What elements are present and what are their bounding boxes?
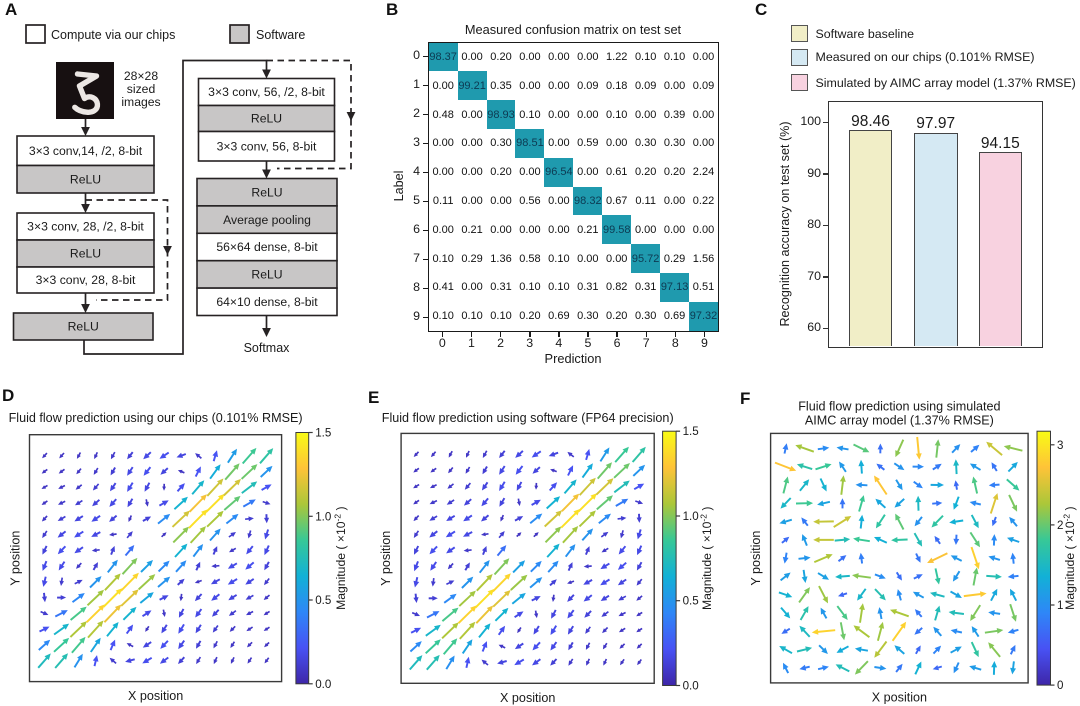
- svg-text:3×3 conv, 28, /2, 8-bit: 3×3 conv, 28, /2, 8-bit: [27, 220, 144, 234]
- svg-text:ReLU: ReLU: [251, 268, 282, 282]
- svg-text:1.5: 1.5: [683, 425, 699, 438]
- svg-text:Software: Software: [256, 28, 305, 42]
- svg-text:ReLU: ReLU: [70, 172, 101, 186]
- svg-text:ReLU: ReLU: [68, 320, 99, 334]
- svg-text:3×3 conv, 28, 8-bit: 3×3 conv, 28, 8-bit: [36, 273, 136, 287]
- svg-text:X position: X position: [500, 691, 555, 705]
- svg-text:0.0: 0.0: [315, 678, 331, 691]
- svg-text:Compute via our chips: Compute via our chips: [51, 28, 175, 42]
- svg-text:1.5: 1.5: [315, 427, 331, 440]
- svg-text:sized: sized: [127, 82, 155, 96]
- svg-text:Y position: Y position: [9, 531, 23, 586]
- svg-text:3×3 conv, 56, /2, 8-bit: 3×3 conv, 56, /2, 8-bit: [208, 85, 325, 99]
- svg-text:56×64 dense, 8-bit: 56×64 dense, 8-bit: [216, 240, 318, 254]
- svg-text:images: images: [121, 95, 160, 109]
- svg-text:Fluid flow prediction using ou: Fluid flow prediction using our chips (0…: [9, 411, 303, 425]
- svg-text:3×3 conv, 56, 8-bit: 3×3 conv, 56, 8-bit: [217, 139, 317, 153]
- svg-text:ReLU: ReLU: [251, 185, 282, 199]
- svg-text:28×28: 28×28: [124, 69, 158, 83]
- svg-text:1.0: 1.0: [683, 510, 699, 523]
- svg-text:Y position: Y position: [379, 531, 393, 586]
- svg-text:3×3 conv,14, /2, 8-bit: 3×3 conv,14, /2, 8-bit: [29, 144, 143, 158]
- svg-text:Y position: Y position: [749, 531, 763, 586]
- svg-text:Magnitude ( ×10-2 ): Magnitude ( ×10-2 ): [699, 507, 715, 610]
- svg-text:Fluid flow prediction using si: Fluid flow prediction using simulated: [798, 400, 1000, 414]
- svg-text:64×10 dense, 8-bit: 64×10 dense, 8-bit: [216, 295, 318, 309]
- svg-text:1.0: 1.0: [315, 510, 331, 523]
- svg-text:Softmax: Softmax: [244, 341, 291, 355]
- svg-text:X position: X position: [872, 690, 927, 704]
- svg-text:0.5: 0.5: [683, 595, 699, 608]
- svg-text:0.0: 0.0: [683, 680, 699, 693]
- svg-text:Magnitude ( ×10-2 ): Magnitude ( ×10-2 ): [1062, 506, 1078, 609]
- svg-text:AIMC array model (1.37% RMSE): AIMC array model (1.37% RMSE): [805, 414, 994, 428]
- svg-text:2: 2: [1057, 519, 1063, 532]
- svg-text:Fluid flow prediction using so: Fluid flow prediction using software (FP…: [382, 411, 674, 425]
- svg-text:ReLU: ReLU: [251, 112, 282, 126]
- svg-text:1: 1: [1057, 599, 1063, 612]
- svg-text:0.5: 0.5: [315, 594, 331, 607]
- svg-text:Magnitude ( ×10-2 ): Magnitude ( ×10-2 ): [333, 506, 349, 609]
- svg-text:0: 0: [1057, 679, 1063, 692]
- svg-text:Average pooling: Average pooling: [223, 213, 311, 227]
- svg-text:3: 3: [1057, 439, 1063, 452]
- svg-text:ReLU: ReLU: [70, 247, 101, 261]
- svg-text:X position: X position: [128, 689, 183, 703]
